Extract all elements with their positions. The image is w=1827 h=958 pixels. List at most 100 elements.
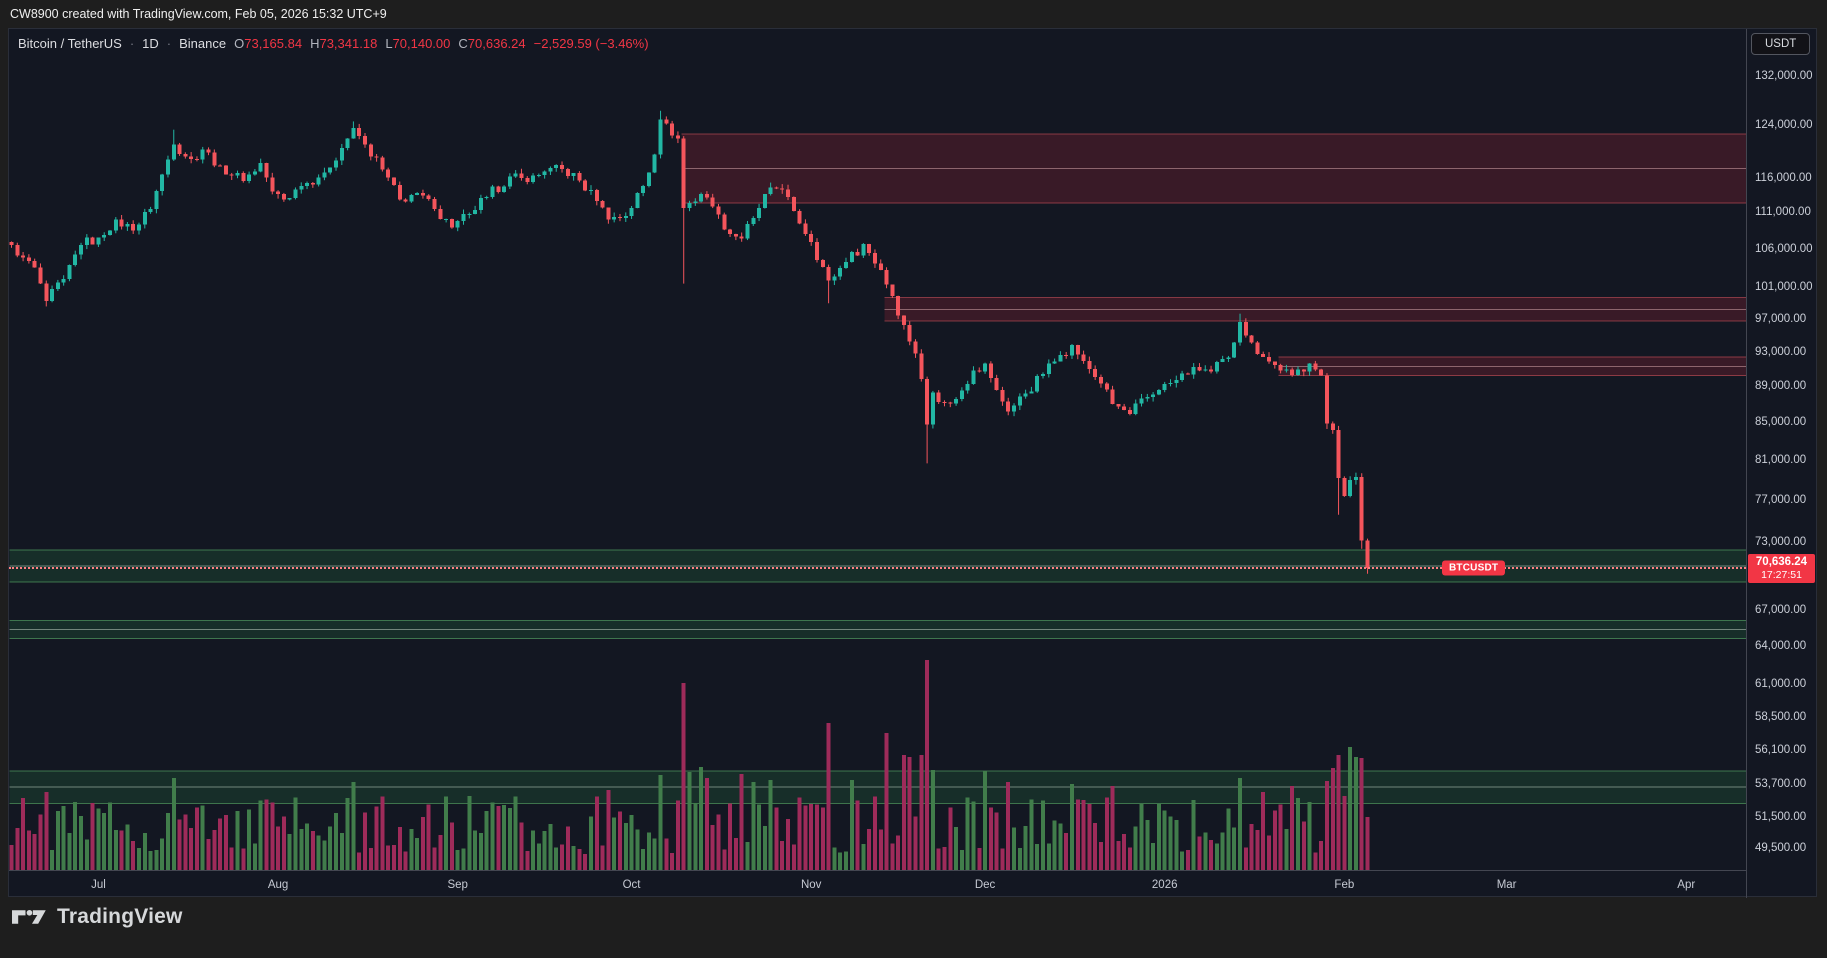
candle-body <box>832 276 837 281</box>
candle-body <box>44 283 49 301</box>
candle-body <box>1081 354 1086 362</box>
volume-bar <box>629 815 634 870</box>
volume-bar <box>21 798 26 870</box>
volume-bar <box>206 838 211 870</box>
candle-body <box>160 174 165 192</box>
candle-body <box>177 144 182 155</box>
candle-wick <box>196 156 198 162</box>
candle-body <box>1214 361 1219 372</box>
tradingview-logo[interactable]: TradingView <box>12 903 183 931</box>
volume-bar <box>762 826 767 870</box>
price-axis[interactable]: USDT 70,636.24 17:27:51 132,000.00 124,00… <box>1746 29 1816 898</box>
price-tick-label: 116,000.00 <box>1755 171 1812 184</box>
candle-body <box>1353 477 1358 481</box>
candle-wick <box>943 400 945 407</box>
volume-bar <box>681 683 686 870</box>
volume-bar <box>322 840 327 870</box>
timeframe-label[interactable]: 1D <box>142 36 159 51</box>
volume-bar <box>670 853 675 870</box>
candle-body <box>258 162 263 172</box>
currency-toggle-button[interactable]: USDT <box>1751 33 1811 55</box>
volume-bar <box>1145 820 1150 870</box>
time-tick-label: 2026 <box>1151 878 1178 891</box>
ohlc-close: C70,636.24 <box>458 36 526 51</box>
volume-bar <box>658 775 663 870</box>
price-tick-label: 106,000.00 <box>1755 242 1813 255</box>
volume-bar <box>849 780 854 870</box>
candle-wick <box>126 222 128 231</box>
candle-body <box>699 194 704 202</box>
candle-body <box>612 217 617 220</box>
volume-bar <box>571 846 576 870</box>
price-tick-label: 97,000.00 <box>1755 312 1807 325</box>
chart-widget: Bitcoin / TetherUS · 1D · Binance O73,16… <box>8 28 1817 898</box>
candle-wick <box>1285 364 1287 373</box>
candle-body <box>1180 373 1185 381</box>
candle-body <box>206 149 211 153</box>
candle-body <box>890 284 895 297</box>
candle-body <box>9 241 14 245</box>
candle-body <box>108 230 113 236</box>
symbol-title[interactable]: Bitcoin / TetherUS <box>18 36 122 51</box>
volume-bar <box>1035 844 1040 870</box>
chart-legend[interactable]: Bitcoin / TetherUS · 1D · Binance O73,16… <box>18 36 649 51</box>
volume-bar <box>1267 835 1272 870</box>
price-tick-label: 61,000.00 <box>1755 677 1807 690</box>
price-tick-label: 73,000.00 <box>1755 536 1807 549</box>
volume-bar <box>171 778 176 870</box>
candle-body <box>1324 375 1329 424</box>
volume-bar <box>977 848 982 870</box>
bar-countdown: 17:27:51 <box>1761 569 1802 582</box>
volume-bar <box>565 826 570 870</box>
candle-body <box>1127 410 1132 415</box>
volume-bar <box>548 823 553 870</box>
volume-bar <box>519 822 524 870</box>
time-tick-label: Sep <box>447 878 468 891</box>
time-axis[interactable]: Jul Aug Sep Oct Nov Dec 2026 Feb Mar Apr <box>9 870 1746 898</box>
volume-bar <box>589 816 593 870</box>
volume-bar <box>102 813 107 870</box>
candle-body <box>670 123 675 136</box>
candle-body <box>96 237 101 245</box>
volume-bar <box>1098 841 1103 870</box>
volume-bar <box>223 815 228 870</box>
volume-bar <box>1168 816 1173 870</box>
candle-body <box>774 187 779 189</box>
volume-bar <box>542 831 547 870</box>
chart-pane[interactable]: Bitcoin / TetherUS · 1D · Binance O73,16… <box>9 29 1746 870</box>
volume-bar <box>79 816 84 870</box>
candle-body <box>704 194 709 198</box>
volume-bar <box>913 816 918 870</box>
candle-body <box>310 182 315 185</box>
price-tick-label: 51,500.00 <box>1755 810 1807 823</box>
candle-body <box>1069 344 1074 356</box>
candle-body <box>1139 398 1144 404</box>
candle-body <box>954 398 959 404</box>
candle-body <box>386 169 391 178</box>
volume-bar <box>1359 758 1364 870</box>
volume-bar <box>600 845 605 870</box>
candle-body <box>415 192 420 195</box>
candle-body <box>959 390 964 399</box>
candle-wick <box>474 205 476 215</box>
volume-bar <box>693 803 698 870</box>
candle-body <box>1017 396 1022 406</box>
volume-bar <box>1226 808 1231 870</box>
volume-bar <box>1185 850 1190 870</box>
candle-body <box>1284 369 1289 371</box>
candle-body <box>194 158 199 160</box>
candle-body <box>218 165 223 167</box>
volume-bar <box>1052 820 1057 870</box>
candle-body <box>843 262 848 268</box>
volume-bar <box>426 804 431 870</box>
volume-bar <box>461 848 466 870</box>
volume-bar <box>409 828 414 870</box>
tradingview-logo-text: TradingView <box>57 905 183 928</box>
volume-bar <box>768 780 773 870</box>
candle-wick <box>1210 365 1212 374</box>
candle-body <box>983 363 988 372</box>
candle-body <box>826 267 831 281</box>
volume-bar <box>26 830 31 870</box>
volume-bar <box>901 755 906 870</box>
volume-bar <box>1348 747 1353 870</box>
